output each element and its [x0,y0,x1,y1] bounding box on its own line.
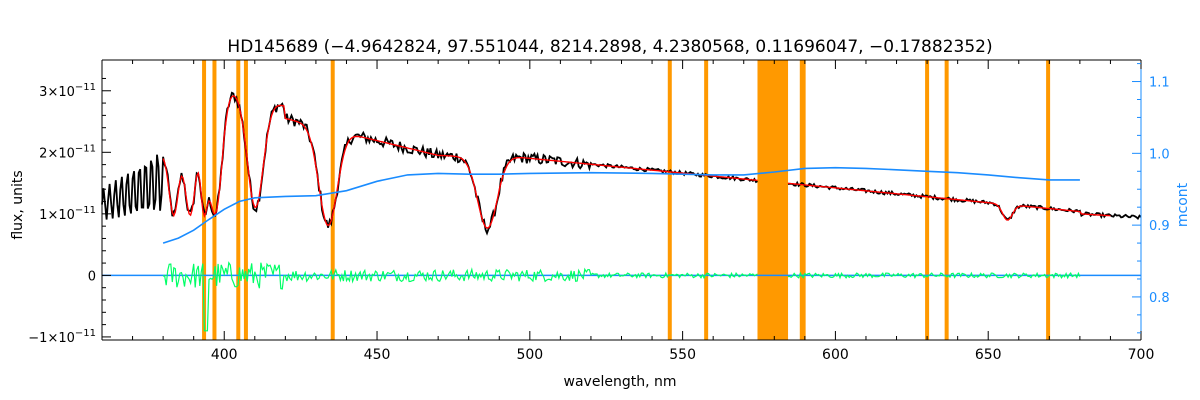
y-axis-label: flux, units [10,170,26,239]
masked-line [330,60,335,340]
masked-line [202,60,207,340]
y2-tick-label: 0.9 [1149,219,1170,234]
observed-flux-line [101,91,1142,236]
masked-line [925,60,930,340]
x-tick-label: 400 [211,347,238,363]
y-tick-label: 3×10−11 [39,82,96,100]
masked-band [757,60,789,340]
y2-tick-label: 1.0 [1149,147,1170,162]
x-tick-label: 500 [516,347,543,363]
masked-line [212,60,217,340]
axis-ticks: 400 450 500 550 600 650 700 3×10−11 2×10−11 1×10−… [28,60,1170,363]
x-axis-label: wavelength, nm [564,374,677,390]
x-tick-label: 650 [975,347,1002,363]
y-tick-label: 2×10−11 [39,143,96,161]
x-tick-label: 600 [822,347,849,363]
masked-line [944,60,949,340]
mcont-line [162,166,1080,244]
masked-regions [202,60,1051,340]
x-tick-label: 450 [364,347,391,363]
model-flux-line [162,95,1111,229]
masked-line [1046,60,1051,340]
y-tick-label: −1×10−11 [28,328,96,346]
y2-tick-label: 1.1 [1149,76,1170,91]
masked-line [236,60,241,340]
chart-title: HD145689 (−4.9642824, 97.551044, 8214.28… [227,37,992,57]
data-series [101,91,1142,332]
y2-axis-label: mcont [1175,182,1191,227]
y-tick-label: 0 [88,269,96,284]
y2-tick-label: 0.8 [1149,291,1170,306]
x-tick-label: 700 [1128,347,1155,363]
residuals-line [162,261,1081,332]
y-tick-label: 1×10−11 [39,205,96,223]
x-tick-label: 550 [669,347,696,363]
masked-line [667,60,672,340]
masked-line [801,60,806,340]
masked-line [704,60,709,340]
